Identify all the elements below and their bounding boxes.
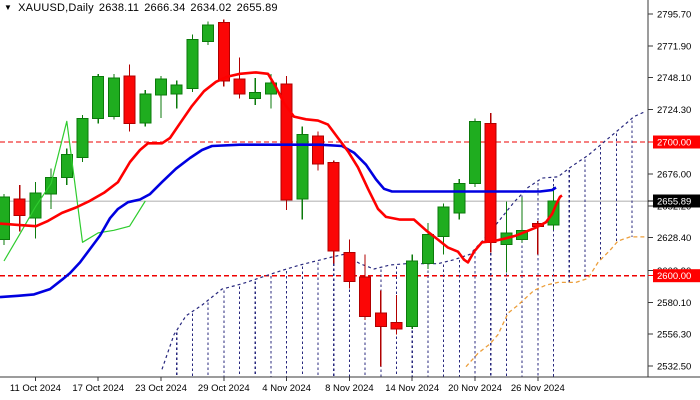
- svg-text:23 Oct 2024: 23 Oct 2024: [135, 383, 187, 394]
- svg-text:4 Nov 2024: 4 Nov 2024: [262, 383, 311, 394]
- symbol-period-label: XAUUSD,Daily: [18, 2, 94, 14]
- tenkan-red-line: [0, 71, 563, 264]
- symbol-dropdown-icon[interactable]: ▼: [4, 3, 13, 12]
- svg-text:2700.00: 2700.00: [657, 138, 691, 149]
- time-axis-labels[interactable]: 11 Oct 2024 17 Oct 2024 23 Oct 2024 29 Oct …: [10, 377, 565, 394]
- ohlc-low: 2634.02: [190, 2, 232, 14]
- svg-text:17 Oct 2024: 17 Oct 2024: [72, 383, 124, 394]
- svg-text:29 Oct 2024: 29 Oct 2024: [198, 383, 250, 394]
- svg-text:2748.10: 2748.10: [657, 73, 691, 84]
- svg-text:2628.40: 2628.40: [657, 233, 691, 244]
- svg-text:2771.90: 2771.90: [657, 41, 691, 52]
- svg-text:2600.00: 2600.00: [657, 271, 691, 282]
- svg-text:2795.70: 2795.70: [657, 10, 691, 21]
- svg-text:2556.30: 2556.30: [657, 330, 691, 341]
- svg-text:2532.50: 2532.50: [657, 362, 691, 373]
- svg-text:2676.00: 2676.00: [657, 170, 691, 181]
- chart-ohlc-header: ▼ XAUUSD,Daily 2638.11 2666.34 2634.02 2655.8…: [4, 2, 278, 14]
- svg-text:2580.10: 2580.10: [657, 298, 691, 309]
- price-axis-labels[interactable]: 2795.702771.902748.102724.302676.002652.…: [648, 10, 691, 373]
- svg-text:11 Oct 2024: 11 Oct 2024: [10, 383, 61, 394]
- ohlc-close: 2655.89: [236, 2, 278, 14]
- ohlc-high: 2666.34: [144, 2, 186, 14]
- price-marker-labels: 2700.00 2655.89 2600.00: [648, 135, 700, 283]
- svg-text:20 Nov 2024: 20 Nov 2024: [448, 383, 502, 394]
- ichimoku-cloud-hatch: [176, 120, 633, 377]
- svg-text:14 Nov 2024: 14 Nov 2024: [385, 383, 439, 394]
- chikou-green-line: [3, 120, 146, 262]
- svg-text:2655.89: 2655.89: [657, 197, 691, 208]
- svg-text:8 Nov 2024: 8 Nov 2024: [325, 383, 374, 394]
- cloud-upper-boundary: [161, 110, 647, 370]
- kijun-blue-line: [0, 143, 557, 299]
- svg-text:26 Nov 2024: 26 Nov 2024: [511, 383, 565, 394]
- candlesticks: [0, 19, 560, 367]
- ohlc-open: 2638.11: [98, 2, 140, 14]
- svg-text:2724.30: 2724.30: [657, 105, 691, 116]
- cloud-lower-boundary: [465, 236, 646, 368]
